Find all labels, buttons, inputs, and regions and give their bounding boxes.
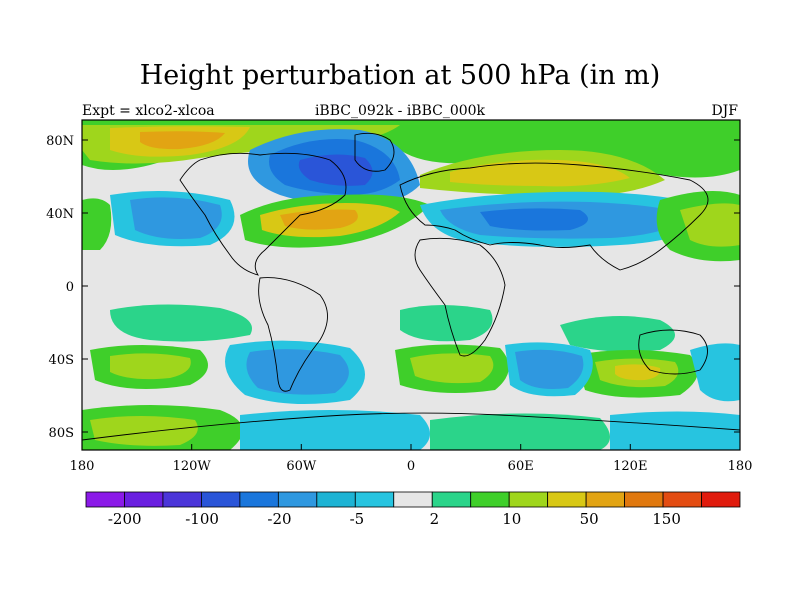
colorbar-box — [124, 491, 164, 508]
colorbar-box — [585, 491, 625, 508]
coast-south-america — [258, 277, 328, 392]
colorbar-box — [547, 491, 587, 508]
coast-europe-asia — [399, 162, 709, 271]
colorbar-box — [393, 491, 433, 508]
contour-eurasia-darkblue — [480, 208, 588, 231]
chart-title: Height perturbation at 500 hPa (in m) — [139, 60, 661, 91]
coast-australia — [638, 329, 708, 375]
contour-antarctic-cyan-2 — [610, 411, 740, 450]
contour-npacific-blue — [130, 197, 222, 239]
contour-antarctic-cyan — [240, 410, 430, 450]
colorbar-box — [201, 491, 241, 508]
contour-sh-yellowgreen-2 — [410, 353, 494, 384]
contour-atlantic-orange — [280, 209, 358, 230]
height-field — [82, 120, 740, 450]
coast-antarctica — [82, 412, 740, 441]
colorbar-box — [508, 491, 549, 508]
longitude-axis: 180 120W 60W 0 60E 120E 180 — [70, 444, 753, 474]
colorbar-box — [431, 491, 472, 508]
colorbar-box — [662, 491, 702, 508]
colorbar-box — [239, 491, 279, 508]
colorbar-label: 150 — [652, 510, 681, 528]
coast-greenland — [354, 132, 395, 172]
lon-label-0: 0 — [407, 459, 415, 474]
coast-north-america — [179, 152, 347, 276]
colorbar-box — [354, 491, 395, 508]
coast-africa — [414, 237, 506, 357]
colorbar: -200 -100 -20 -5 2 10 50 150 — [85, 491, 741, 528]
colorbar-label: -100 — [185, 510, 219, 528]
lat-label-0: 0 — [66, 280, 74, 295]
contour-sh-blue-2 — [515, 349, 584, 389]
colorbar-label: 50 — [580, 510, 599, 528]
lat-label-80s: 80S — [49, 426, 74, 441]
contour-tropics-lightgreen-3 — [560, 316, 675, 352]
contour-pacific-west-green — [82, 198, 112, 250]
coastlines — [82, 132, 740, 441]
contour-sh-yellowgreen-1 — [110, 353, 191, 380]
experiment-label: Expt = xlco2-xlcoa — [82, 103, 215, 119]
contour-arctic-orange — [140, 131, 225, 150]
season-label: DJF — [711, 103, 738, 119]
lon-label-60w: 60W — [286, 459, 317, 474]
lon-label-120w: 120W — [173, 459, 212, 474]
contour-tropics-lightgreen-2 — [400, 305, 493, 342]
colorbar-box — [277, 491, 318, 508]
contour-sh-blue-1 — [246, 349, 349, 395]
colorbar-box — [85, 491, 125, 508]
colorbar-label: 2 — [430, 510, 440, 528]
contour-antarctic-lightgreen — [430, 413, 610, 450]
colorbar-label: 10 — [502, 510, 521, 528]
contour-siberia-yellow — [450, 159, 630, 187]
lon-label-60e: 60E — [508, 459, 534, 474]
colorbar-box — [701, 491, 741, 508]
lon-label-180e: 180 — [728, 459, 753, 474]
latitude-axis: 80N 40N 0 40S 80S — [46, 134, 740, 441]
contour-antarctic-yellowgreen — [90, 416, 198, 446]
lat-label-80n: 80N — [46, 134, 74, 149]
colorbar-label: -200 — [108, 510, 142, 528]
colorbar-box — [162, 491, 202, 508]
colorbar-label: -5 — [350, 510, 365, 528]
contour-tropics-lightgreen-1 — [110, 304, 252, 342]
colorbar-label: -20 — [267, 510, 291, 528]
lon-label-120e: 120E — [613, 459, 647, 474]
lat-label-40s: 40S — [49, 353, 74, 368]
contour-pacific-east-yellowgreen — [680, 203, 740, 247]
lat-label-40n: 40N — [46, 207, 74, 222]
colorbar-box — [316, 491, 356, 508]
contour-sh-cyan-3 — [690, 343, 740, 402]
lon-label-180w: 180 — [70, 459, 95, 474]
contour-canada-deepblue — [298, 154, 373, 186]
case-label: iBBC_092k - iBBC_000k — [314, 103, 486, 119]
colorbar-box — [470, 491, 510, 508]
colorbar-box — [624, 491, 664, 508]
